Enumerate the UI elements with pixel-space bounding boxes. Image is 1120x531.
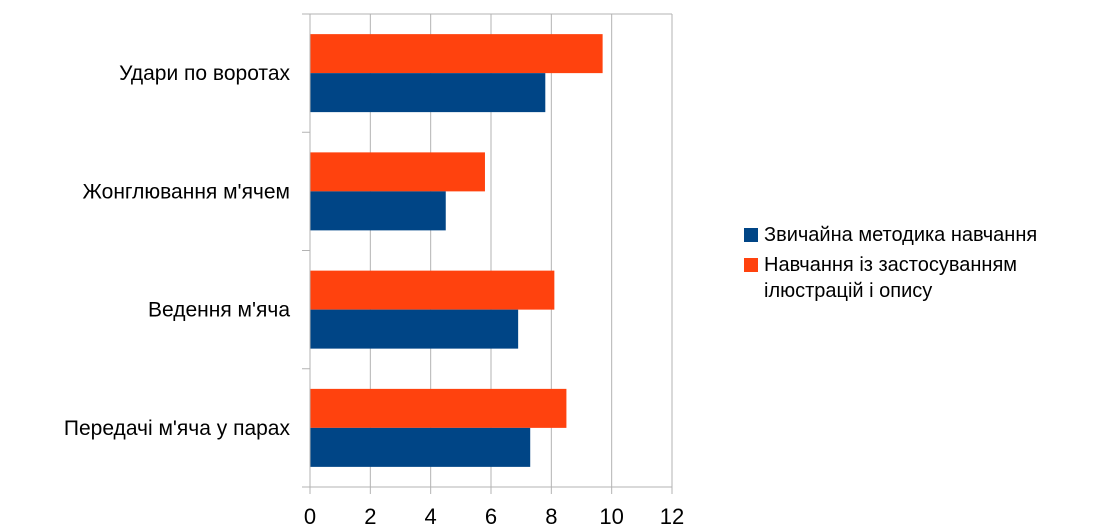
category-labels: Удари по воротах Жонглювання м'ячем Веденн… bbox=[64, 62, 291, 440]
category-label: Передачі м'яча у парах bbox=[64, 417, 291, 440]
x-tick-label: 6 bbox=[485, 504, 497, 529]
bar bbox=[310, 388, 567, 428]
category-label: Удари по воротах bbox=[119, 62, 290, 85]
bar bbox=[310, 309, 519, 349]
x-tick-label: 4 bbox=[425, 504, 437, 529]
bar-chart: Удари по воротах Жонглювання м'ячем Веденн… bbox=[64, 13, 684, 529]
x-tick-label: 0 bbox=[304, 504, 316, 529]
legend-swatch-regular bbox=[744, 228, 758, 242]
legend-item-illustrated: Навчання із застосуванням ілюстрацій і о… bbox=[744, 252, 1120, 304]
legend-label-regular: Звичайна методика навчання bbox=[764, 224, 1038, 246]
x-tick-label: 10 bbox=[599, 504, 623, 529]
x-tick-label: 12 bbox=[660, 504, 684, 529]
legend-item-regular: Звичайна методика навчання bbox=[744, 222, 1120, 248]
axes bbox=[302, 13, 673, 494]
legend-swatch-illustrated bbox=[744, 258, 758, 272]
legend: Звичайна методика навчання Навчання із з… bbox=[744, 222, 1120, 304]
bar bbox=[310, 270, 555, 310]
bar bbox=[310, 34, 603, 74]
bar bbox=[310, 73, 546, 113]
category-label: Ведення м'яча bbox=[148, 299, 290, 322]
x-tick-label: 2 bbox=[364, 504, 376, 529]
bars bbox=[310, 34, 603, 467]
tick-labels: 0 2 4 6 8 10 12 bbox=[304, 504, 684, 529]
x-tick-label: 8 bbox=[545, 504, 557, 529]
category-label: Жонглювання м'ячем bbox=[82, 180, 290, 203]
bar bbox=[310, 191, 446, 231]
bar bbox=[310, 427, 531, 467]
bar bbox=[310, 152, 485, 192]
legend-label-illustrated: Навчання із застосуванням ілюстрацій і о… bbox=[764, 254, 1018, 302]
